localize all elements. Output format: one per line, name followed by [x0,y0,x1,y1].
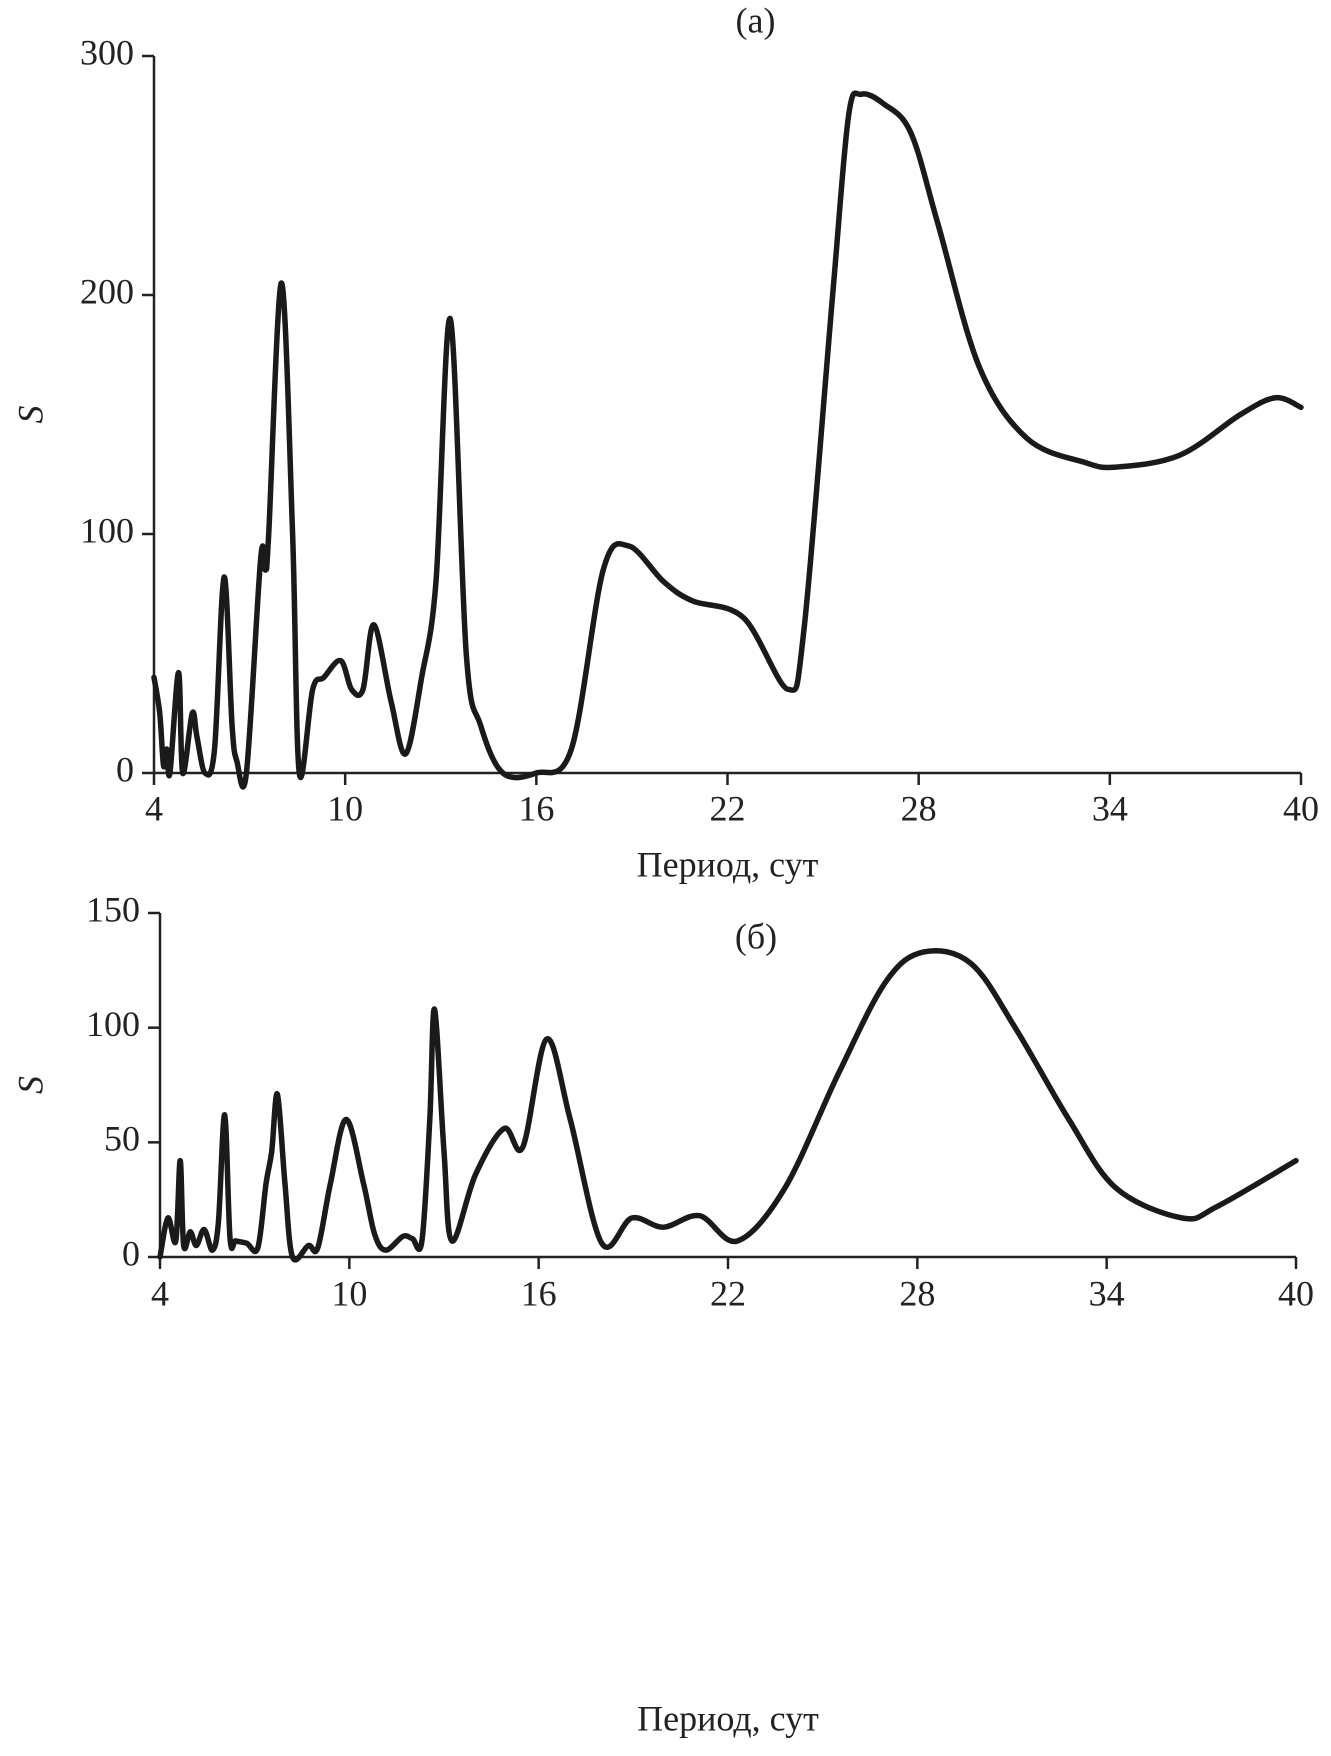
x-tick-label: 22 [710,788,746,828]
y-tick-label: 100 [80,510,134,550]
x-tick-label: 40 [1283,788,1319,828]
data-line [157,947,1299,1263]
x-tick-label: 40 [1278,1273,1314,1313]
x-tick-label: 4 [145,788,163,828]
x-tick-label: 28 [899,1273,935,1313]
x-tick-label: 34 [1092,788,1128,828]
y-tick-label: 50 [104,1119,140,1159]
x-tick-label: 34 [1089,1273,1125,1313]
y-tick-label: 150 [86,889,140,929]
y-tick-label: 100 [86,1004,140,1044]
x-tick-label: 4 [151,1273,169,1313]
y-axis-label: S [10,406,50,424]
y-tick-label: 300 [80,32,134,72]
x-tick-label: 22 [710,1273,746,1313]
x-tick-label: 16 [518,788,554,828]
x-tick-label: 10 [331,1273,367,1313]
y-tick-label: 200 [80,271,134,311]
axes [152,56,1301,775]
x-axis-label: Период, сут [637,844,819,884]
x-tick-label: 10 [327,788,363,828]
x-axis-label: Период, сут [637,1698,819,1738]
chart-title: (a) [736,0,776,40]
x-tick-label: 28 [901,788,937,828]
x-tick-label: 16 [521,1273,557,1313]
axes [158,913,1296,1259]
y-axis-label: S [10,1076,50,1094]
y-tick-label: 0 [122,1233,140,1273]
data-line [151,90,1304,790]
y-tick-label: 0 [116,749,134,789]
chart-title: (б) [735,916,777,956]
